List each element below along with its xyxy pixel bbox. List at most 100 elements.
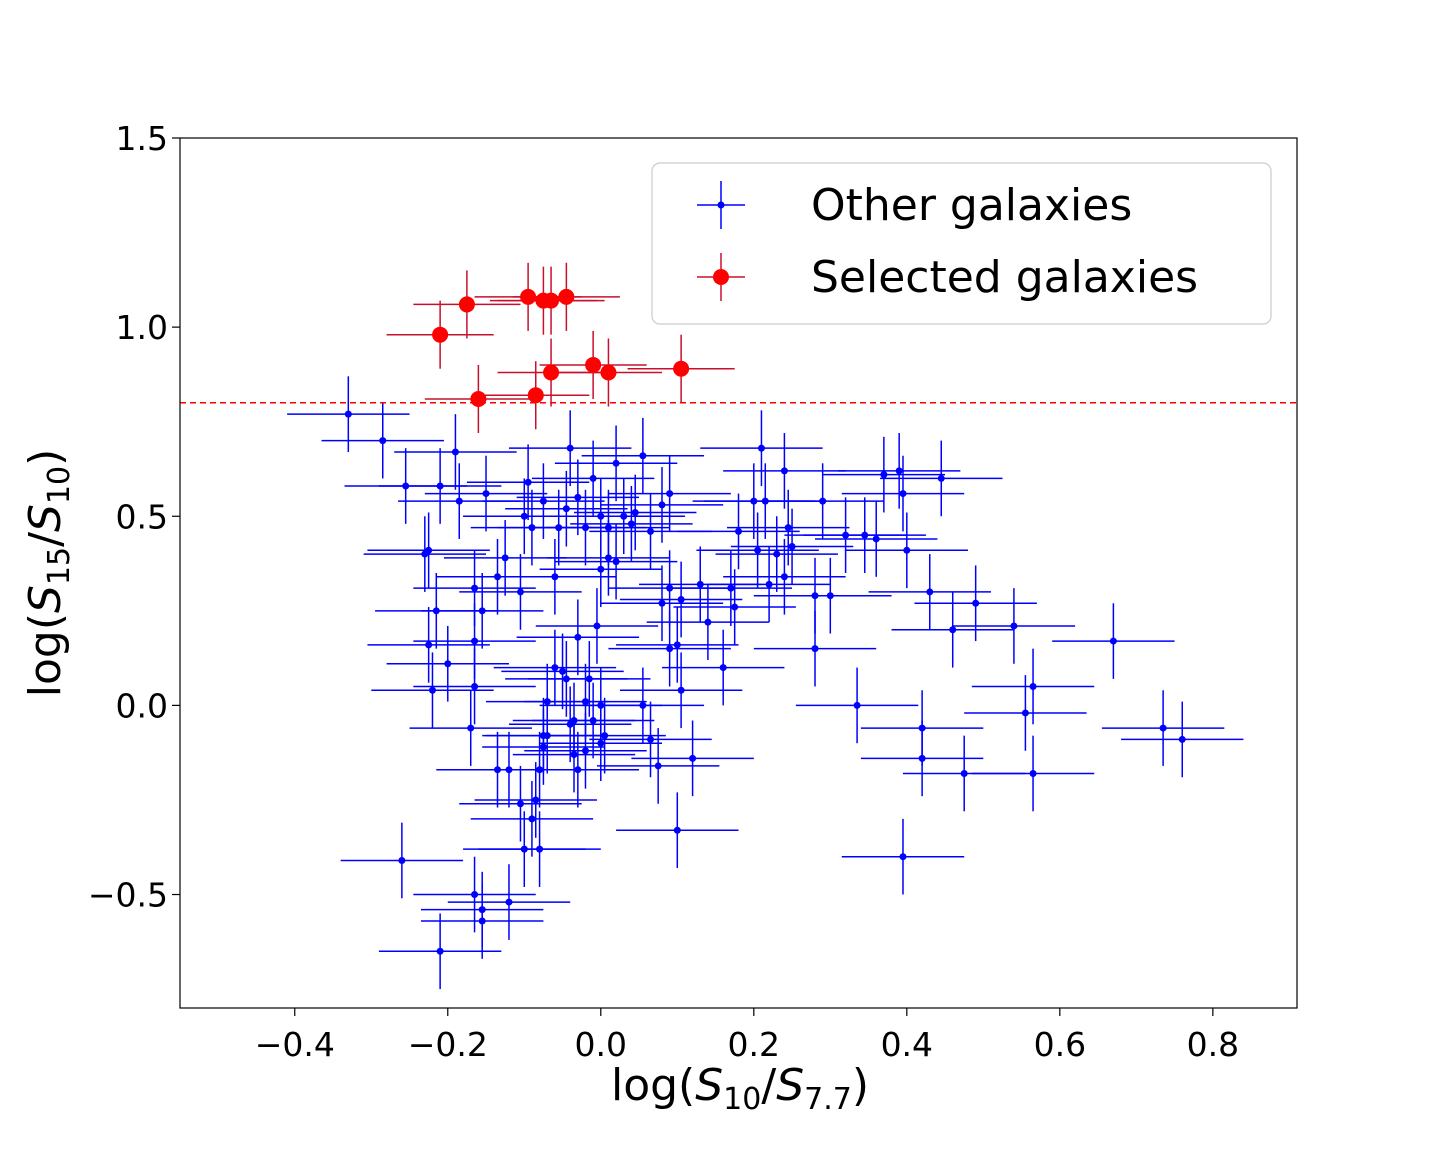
other-point-63 xyxy=(780,467,788,475)
other-point-14 xyxy=(516,588,524,596)
other-point-18 xyxy=(471,637,479,645)
other-point-62 xyxy=(780,573,788,581)
other-point-100 xyxy=(639,701,647,709)
other-point-13 xyxy=(478,607,486,615)
other-point-104 xyxy=(593,622,601,630)
other-point-83 xyxy=(1029,682,1037,690)
other-point-53 xyxy=(727,584,735,592)
x-tick-label-3: 0.2 xyxy=(728,1025,780,1064)
selected-point-1 xyxy=(458,296,475,313)
other-point-79 xyxy=(949,626,957,634)
y-axis-label: log(S15/S10) xyxy=(20,449,77,698)
other-point-89 xyxy=(918,754,926,762)
other-point-19 xyxy=(471,682,479,690)
other-point-37 xyxy=(631,508,639,516)
other-point-123 xyxy=(478,906,486,914)
other-point-41 xyxy=(666,490,674,498)
other-point-118 xyxy=(520,845,528,853)
legend-marker-other xyxy=(697,181,745,229)
other-point-103 xyxy=(585,675,593,683)
other-point-20 xyxy=(467,724,475,732)
other-point-131 xyxy=(601,732,609,740)
other-point-6 xyxy=(482,490,490,498)
other-point-3 xyxy=(451,448,459,456)
plot-frame xyxy=(179,137,1298,1009)
other-point-128 xyxy=(516,800,524,808)
other-point-112 xyxy=(543,698,551,706)
legend-box xyxy=(651,162,1272,325)
other-point-67 xyxy=(811,645,819,653)
other-point-84 xyxy=(1029,769,1037,777)
other-point-23 xyxy=(520,512,528,520)
other-point-85 xyxy=(1109,637,1117,645)
x-tick-label-4: 0.4 xyxy=(881,1025,933,1064)
other-point-57 xyxy=(754,546,762,554)
other-point-101 xyxy=(581,698,589,706)
other-point-75 xyxy=(899,490,907,498)
y-tick-label-2: 0.5 xyxy=(116,497,168,536)
legend-marker-selected xyxy=(697,253,745,301)
other-point-28 xyxy=(562,505,570,513)
y-tick-label-1: 0.0 xyxy=(116,686,168,725)
other-point-32 xyxy=(597,512,605,520)
other-point-132 xyxy=(570,717,578,725)
other-point-69 xyxy=(826,592,834,600)
other-point-124 xyxy=(478,917,486,925)
other-point-11 xyxy=(432,607,440,615)
other-point-55 xyxy=(735,527,742,535)
other-point-64 xyxy=(784,524,792,532)
other-point-2 xyxy=(402,482,410,490)
selected-point-6 xyxy=(470,391,487,407)
other-point-44 xyxy=(597,565,605,573)
other-point-117 xyxy=(528,815,536,823)
other-point-119 xyxy=(570,751,578,759)
other-point-72 xyxy=(872,535,880,543)
other-point-31 xyxy=(589,474,597,482)
other-point-126 xyxy=(436,947,444,955)
other-point-21 xyxy=(494,766,502,774)
x-tick-label-0: −0.4 xyxy=(255,1025,335,1064)
other-point-70 xyxy=(842,531,850,539)
other-point-48 xyxy=(666,584,674,592)
x-axis-label: log(S10/S7.7) xyxy=(611,1060,869,1117)
other-point-38 xyxy=(639,452,647,460)
y-tick-label-3: 1.0 xyxy=(116,308,168,347)
other-point-115 xyxy=(536,766,544,774)
selected-point-5 xyxy=(558,288,575,305)
other-point-81 xyxy=(1010,622,1018,630)
other-point-73 xyxy=(880,471,888,479)
selected-point-10 xyxy=(600,364,617,381)
other-point-17 xyxy=(444,660,452,668)
other-point-111 xyxy=(551,664,559,672)
other-point-5 xyxy=(436,482,444,490)
other-point-105 xyxy=(597,701,605,709)
other-point-99 xyxy=(647,735,655,743)
other-point-25 xyxy=(528,524,536,532)
other-point-24 xyxy=(524,478,532,486)
x-axis-ticks: −0.4 −0.2 0.0 0.2 0.4 0.6 0.8 xyxy=(255,1008,1239,1064)
other-point-52 xyxy=(704,618,712,626)
selected-point-11 xyxy=(673,360,690,377)
other-point-59 xyxy=(761,497,769,505)
other-points xyxy=(344,410,1186,955)
other-point-33 xyxy=(604,524,612,532)
selected-point-7 xyxy=(527,387,544,404)
other-point-110 xyxy=(559,667,567,675)
other-point-42 xyxy=(551,573,559,581)
legend: Other galaxies Selected galaxies xyxy=(651,162,1272,325)
other-point-80 xyxy=(972,599,980,607)
selected-point-2 xyxy=(520,288,537,305)
other-point-54 xyxy=(731,603,739,611)
other-point-7 xyxy=(501,554,509,562)
other-point-66 xyxy=(811,592,819,600)
y-axis-ticks: −0.5 0.0 0.5 1.0 1.5 xyxy=(88,119,180,915)
other-point-26 xyxy=(539,497,547,505)
other-point-91 xyxy=(899,853,907,861)
legend-label-selected: Selected galaxies xyxy=(811,252,1198,303)
other-point-125 xyxy=(505,898,513,906)
other-point-82 xyxy=(1021,709,1029,717)
selected-point-9 xyxy=(585,356,602,373)
other-point-35 xyxy=(620,512,628,520)
other-point-93 xyxy=(719,664,727,672)
